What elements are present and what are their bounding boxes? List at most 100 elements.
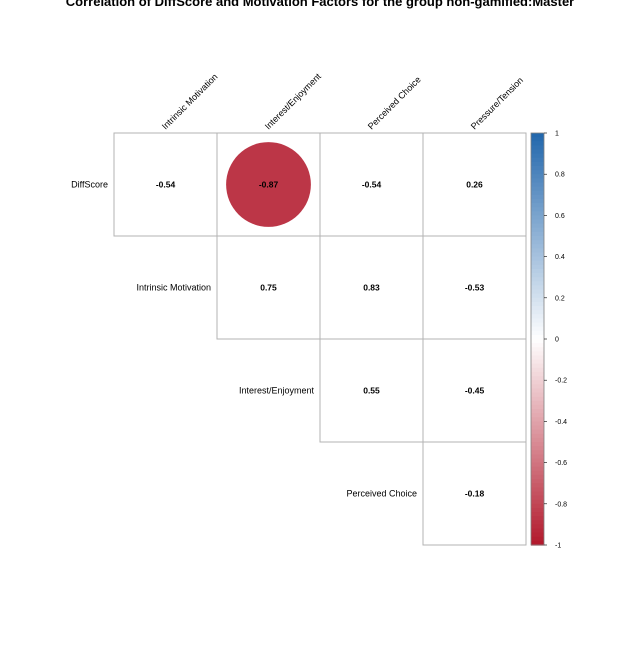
colorbar-segment	[531, 404, 544, 410]
row-label-interest-enjoyment: Interest/Enjoyment	[239, 386, 315, 396]
colorbar-segment	[531, 334, 544, 340]
colorbar-segment	[531, 421, 544, 427]
colorbar-segment	[531, 532, 544, 538]
colorbar-segment	[531, 507, 544, 513]
colorbar-segment	[531, 223, 544, 229]
col-label-perceived-choice: Perceived Choice	[366, 74, 423, 131]
colorbar-segment	[531, 273, 544, 278]
colorbar-segment	[531, 141, 544, 146]
colorbar-segment	[531, 479, 544, 484]
colorbar-tick-label: 0.8	[555, 172, 565, 179]
colorbar-segment	[531, 388, 544, 394]
row-label-diffscore: DiffScore	[71, 180, 108, 190]
colorbar-segment	[531, 318, 544, 324]
colorbar-segment	[531, 153, 544, 159]
colorbar-segment	[531, 376, 544, 381]
colorbar-segment	[531, 339, 544, 344]
value-label-r3-c3: -0.18	[465, 489, 485, 499]
colorbar-segment	[531, 207, 544, 212]
colorbar-segment	[531, 446, 544, 451]
colorbar-segment	[531, 260, 544, 266]
colorbar: 1 0.8 0.6 0.4 0.2 0 -0.2 -0.4 -0.6 -0.8 -1	[530, 131, 567, 550]
colorbar-segment	[531, 306, 544, 311]
colorbar-tick-label: 0.4	[555, 254, 565, 261]
colorbar-segment	[531, 174, 544, 179]
colorbar-segment	[531, 380, 544, 385]
colorbar-segment	[531, 487, 544, 493]
colorbar-segment	[531, 343, 544, 348]
colorbar-segment	[531, 244, 544, 249]
colorbar-segment	[531, 413, 544, 418]
colorbar-segment	[531, 470, 544, 476]
colorbar-segment	[531, 268, 544, 274]
colorbar-segment	[531, 190, 544, 196]
colorbar-segment	[531, 384, 544, 390]
colorbar-segment	[531, 277, 544, 282]
colorbar-segment	[531, 314, 544, 319]
colorbar-segment	[531, 137, 544, 142]
col-label-pressure-tension: Pressure/Tension	[469, 75, 525, 131]
colorbar-segment	[531, 462, 544, 468]
colorbar-segment	[531, 458, 544, 464]
colorbar-segment	[531, 236, 544, 241]
colorbar-tick-label: 0.6	[555, 213, 565, 220]
colorbar-segment	[531, 396, 544, 402]
colorbar-segment	[531, 355, 544, 361]
colorbar-segment	[531, 133, 544, 138]
colorbar-segment	[531, 231, 544, 237]
colorbar-segment	[531, 297, 544, 303]
colorbar-segment	[531, 322, 544, 328]
colorbar-segment	[531, 359, 544, 365]
colorbar-segment	[531, 491, 544, 497]
colorbar-segment	[531, 301, 544, 307]
colorbar-segment	[531, 186, 544, 192]
colorbar-segment	[531, 289, 544, 295]
colorbar-segment	[531, 281, 544, 287]
colorbar-segment	[531, 417, 544, 422]
colorbar-segment	[531, 454, 544, 460]
colorbar-segment	[531, 310, 544, 315]
colorbar-segment	[531, 516, 544, 521]
colorbar-segment	[531, 165, 544, 171]
colorbar-segment	[531, 157, 544, 163]
grid-layer	[113, 132, 527, 546]
value-label-r1-c1: 0.75	[260, 283, 277, 293]
colorbar-segment	[531, 437, 544, 443]
value-label-r0-c2: -0.54	[362, 180, 382, 190]
colorbar-segment	[531, 178, 544, 184]
cell-r3-c3	[422, 441, 527, 546]
colorbar-tick-label: -0.2	[555, 378, 567, 385]
value-label-r1-c2: 0.83	[363, 283, 380, 293]
value-label-r1-c3: -0.53	[465, 283, 485, 293]
colorbar-segment	[531, 351, 544, 357]
colorbar-segment	[531, 240, 544, 245]
col-label-intrinsic-motivation: Intrinsic Motivation	[160, 72, 220, 132]
colorbar-segment	[531, 392, 544, 398]
colorbar-segment	[531, 203, 544, 208]
colorbar-segment	[531, 211, 544, 216]
colorbar-segment	[531, 466, 544, 472]
colorbar-segment	[531, 503, 544, 509]
colorbar-segment	[531, 400, 544, 406]
colorbar-segment	[531, 520, 544, 525]
colorbar-tick-label: -0.8	[555, 501, 567, 508]
row-label-intrinsic-motivation: Intrinsic Motivation	[136, 283, 211, 293]
correlation-circle-r0-c1	[226, 142, 311, 227]
colorbar-segment	[531, 499, 544, 505]
colorbar-segment	[531, 540, 544, 546]
colorbar-tick-label: 1	[555, 131, 559, 138]
colorbar-tick-label: 0.2	[555, 295, 565, 302]
colorbar-segment	[531, 227, 544, 233]
colorbar-segment	[531, 429, 544, 435]
colorbar-segment	[531, 198, 544, 204]
colorbar-segment	[531, 256, 544, 262]
colorbar-segment	[531, 194, 544, 200]
colorbar-segment	[531, 363, 544, 369]
value-label-r0-c0: -0.54	[156, 180, 176, 190]
col-label-interest-enjoyment: Interest/Enjoyment	[263, 71, 323, 131]
colorbar-segment	[531, 219, 544, 225]
colorbar-tick-label: -1	[555, 543, 561, 550]
labels-layer: -0.54 -0.87 -0.54 0.26 0.75 0.83 -0.53 0.55 -0.4…	[71, 71, 525, 499]
value-label-r2-c3: -0.45	[465, 386, 485, 396]
